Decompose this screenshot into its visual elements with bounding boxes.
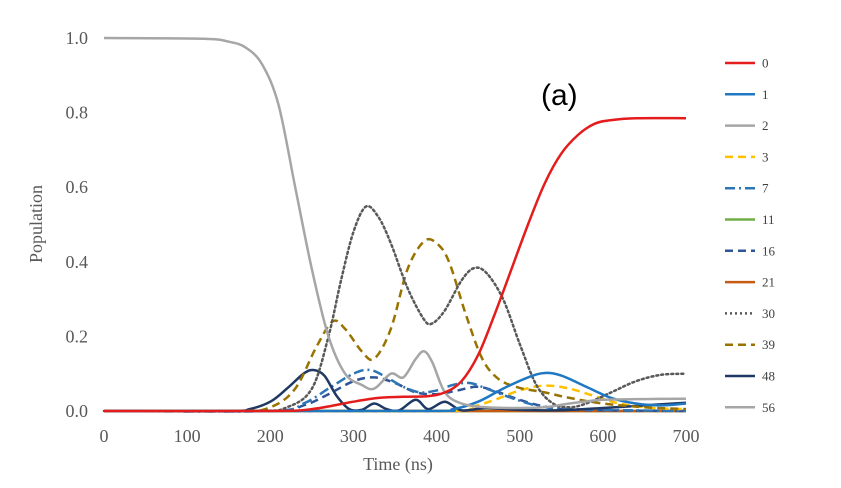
panel-label: (a) xyxy=(541,79,578,112)
y-tick-label: 1.0 xyxy=(66,28,89,48)
x-tick-label: 100 xyxy=(174,426,201,446)
x-tick-label: 0 xyxy=(100,426,109,446)
y-axis-ticks: 0.0 0.2 0.4 0.6 0.8 1.0 xyxy=(66,28,89,421)
legend-label-16: 16 xyxy=(762,243,776,258)
x-axis-ticks: 0 100 200 300 400 500 600 700 xyxy=(100,426,700,446)
x-tick-label: 500 xyxy=(506,426,533,446)
legend-label-48: 48 xyxy=(762,369,775,384)
legend-label-7: 7 xyxy=(762,181,769,196)
series-line-56 xyxy=(103,36,687,410)
legend-label-3: 3 xyxy=(762,149,769,164)
y-tick-label: 0.0 xyxy=(66,401,89,421)
legend-label-39: 39 xyxy=(762,337,775,352)
x-axis-title: Time (ns) xyxy=(363,454,433,475)
y-tick-label: 0.8 xyxy=(66,103,89,123)
series-line-1 xyxy=(103,371,687,413)
x-tick-label: 700 xyxy=(673,426,700,446)
legend-label-21: 21 xyxy=(762,275,775,290)
x-tick-label: 400 xyxy=(423,426,450,446)
y-tick-label: 0.2 xyxy=(66,326,89,346)
series-line-0 xyxy=(103,116,687,413)
legend-label-56: 56 xyxy=(762,400,776,415)
legend-label-30: 30 xyxy=(762,306,775,321)
series-line-16 xyxy=(103,376,687,413)
x-tick-label: 600 xyxy=(589,426,616,446)
legend: 0 1 2 3 7 11 16 21 30 39 48 56 xyxy=(725,56,776,415)
y-tick-label: 0.6 xyxy=(66,177,89,197)
plot-area xyxy=(102,36,688,413)
x-tick-label: 300 xyxy=(340,426,367,446)
series-line-39 xyxy=(103,237,687,413)
legend-label-11: 11 xyxy=(762,212,775,227)
series-line-48 xyxy=(103,368,687,413)
series-line-3 xyxy=(103,384,687,413)
legend-label-2: 2 xyxy=(762,118,769,133)
legend-label-1: 1 xyxy=(762,87,769,102)
series-line-7 xyxy=(103,368,687,413)
series-line-30 xyxy=(102,204,688,413)
y-tick-label: 0.4 xyxy=(66,252,89,272)
x-tick-label: 200 xyxy=(257,426,284,446)
y-axis-title: Population xyxy=(26,185,46,263)
legend-label-0: 0 xyxy=(762,56,769,71)
